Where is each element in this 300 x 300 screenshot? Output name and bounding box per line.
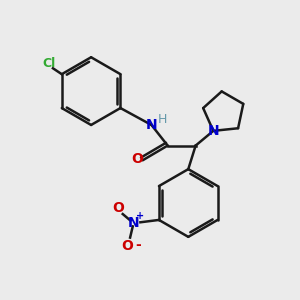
Text: N: N bbox=[146, 118, 157, 132]
Text: O: O bbox=[121, 238, 133, 253]
Text: +: + bbox=[136, 212, 145, 221]
Text: N: N bbox=[128, 216, 140, 230]
Text: O: O bbox=[131, 152, 143, 167]
Text: Cl: Cl bbox=[42, 57, 55, 70]
Text: H: H bbox=[158, 113, 167, 126]
Text: N: N bbox=[208, 124, 219, 138]
Text: O: O bbox=[112, 201, 124, 215]
Text: -: - bbox=[135, 238, 141, 252]
